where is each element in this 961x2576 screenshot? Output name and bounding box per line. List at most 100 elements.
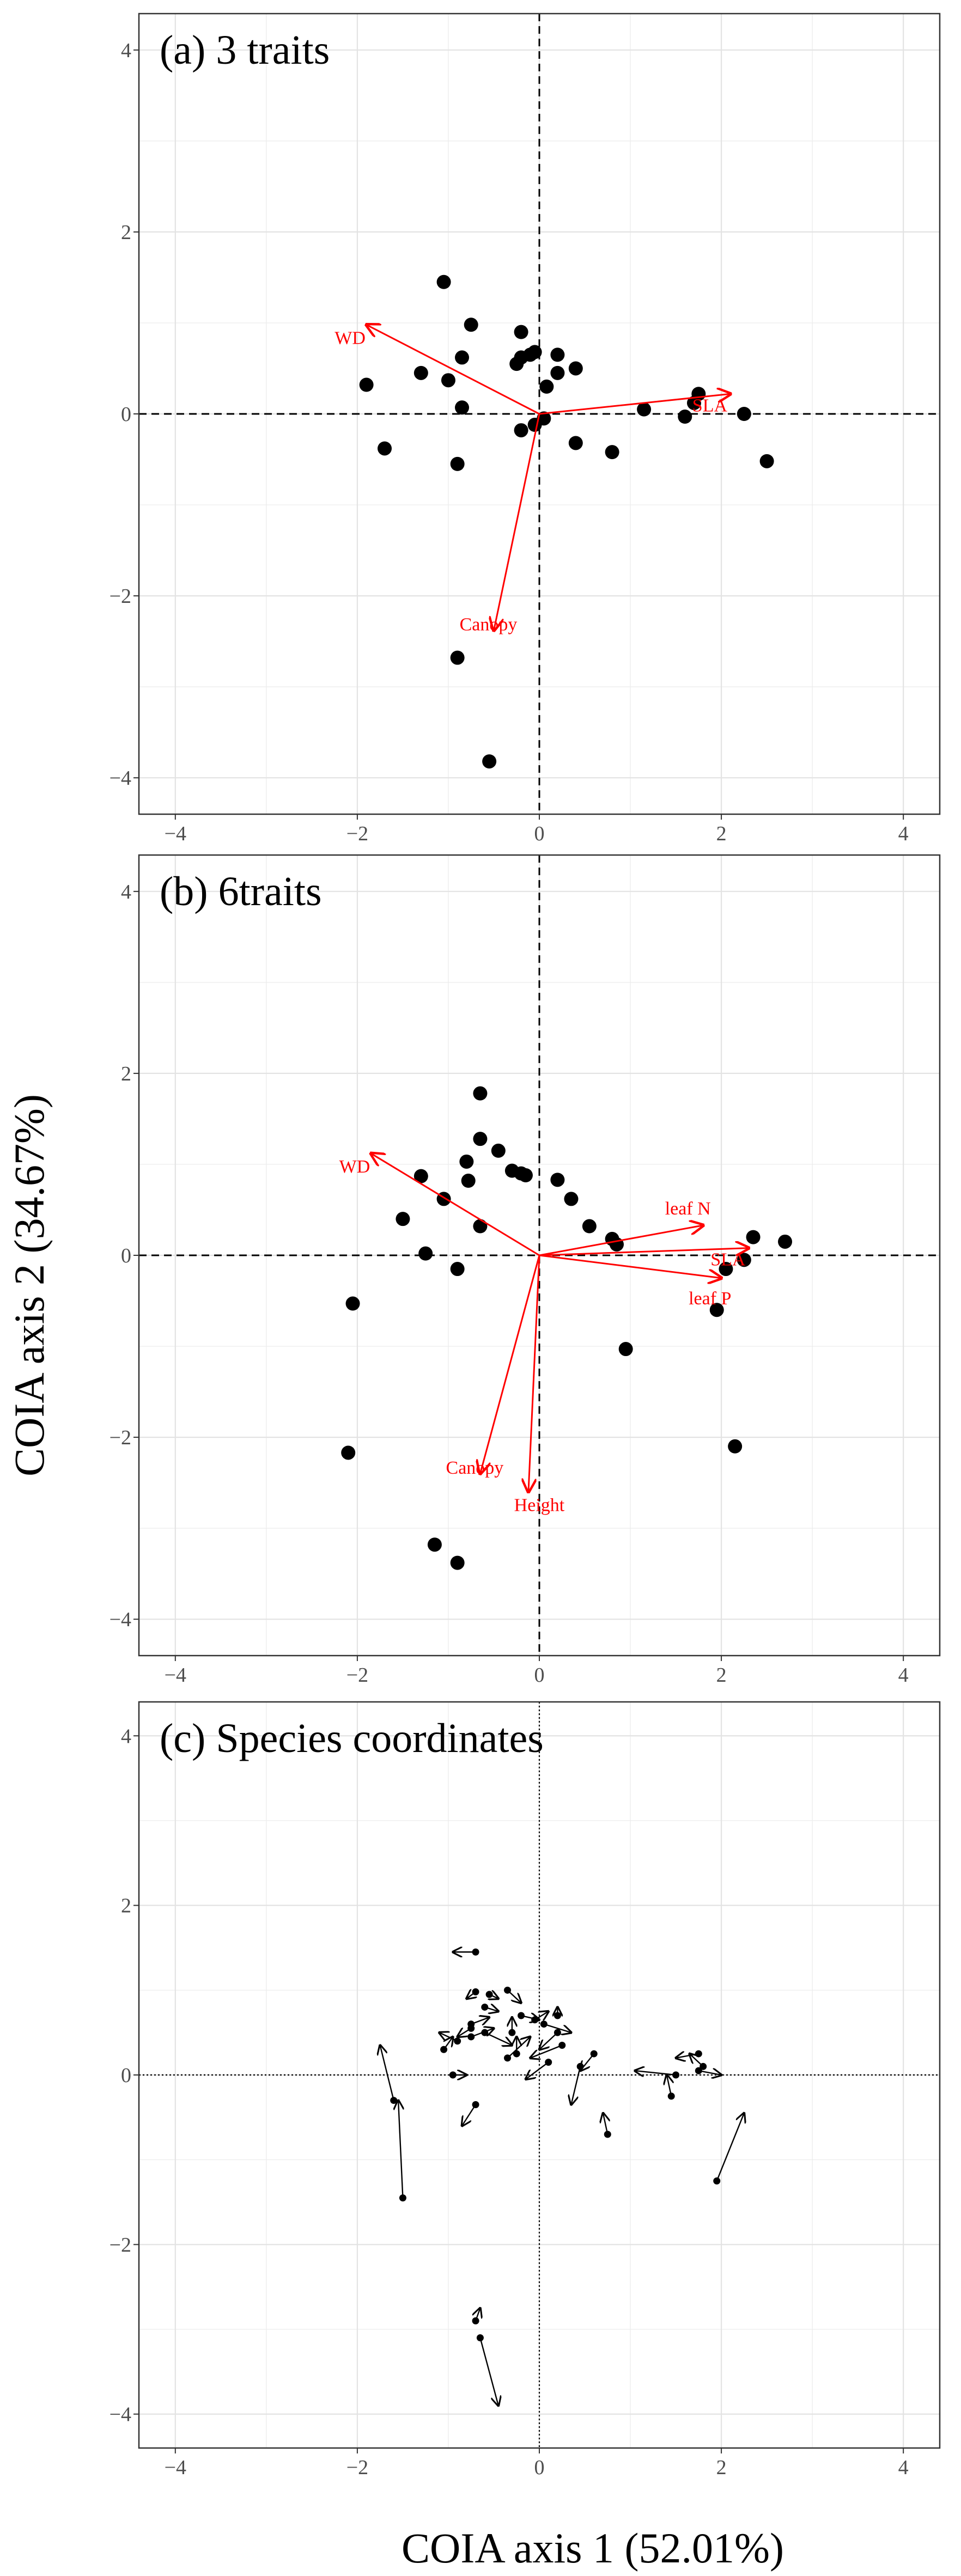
vector-label: Height [514,1495,565,1515]
data-point [450,456,465,471]
x-tick-label: 4 [898,1664,909,1687]
data-point [539,379,554,394]
species-arrow [484,2032,512,2045]
trait-vector [371,1153,540,1256]
y-tick-label: −4 [110,1608,131,1631]
species-arrow [476,2308,480,2321]
data-point [455,400,470,415]
species-arrow [398,2101,403,2198]
species-arrow [534,2011,549,2020]
data-point [461,1174,476,1188]
data-point [482,754,497,769]
panel-title: (a) 3 traits [160,27,330,73]
species-arrow [635,2071,676,2075]
data-point [436,274,451,289]
species-arrow [690,2054,704,2067]
data-point [450,1262,465,1277]
data-point [582,1219,597,1234]
data-point [568,361,583,376]
x-tick-label: 2 [716,822,727,845]
x-tick-label: −4 [165,822,186,845]
y-tick-label: 4 [121,881,131,904]
data-point [441,373,455,388]
x-tick-label: 0 [534,822,545,845]
species-arrow [543,2023,571,2033]
x-tick-label: 2 [716,2456,727,2479]
panel-title: (b) 6traits [160,869,322,914]
species-arrow [507,1989,521,2003]
species-arrow [580,2053,595,2071]
data-point [514,325,528,339]
data-point [378,441,392,456]
species-arrow [479,2337,498,2406]
data-point [459,1154,474,1169]
species-arrow [466,1992,476,1998]
data-point [491,1143,506,1158]
data-point [450,1555,465,1570]
y-tick-label: −4 [110,767,131,790]
data-point [473,1086,488,1101]
species-arrow [380,2046,394,2101]
x-tick-label: −2 [346,2456,368,2479]
species-arrow [539,2032,558,2049]
y-tick-label: 0 [121,2064,131,2087]
panel-title: (c) Species coordinates [160,1716,544,1761]
species-arrow [667,2075,671,2097]
panel-b-6-traits: −4 −2 0 2 4 −4 −2 0 2 4 (b) 6traits WD leaf N SLA leaf… [110,854,941,1687]
x-axis-label: COIA axis 1 (52.01%) [402,2524,784,2572]
y-tick-label: −2 [110,585,131,608]
trait-vector [494,413,540,631]
y-tick-label: 2 [121,1895,131,1918]
y-axis-label: COIA axis 2 (34.67%) [5,1094,53,1476]
data-point [341,1445,356,1460]
trait-vector [480,1255,540,1474]
vector-label: leaf P [689,1289,731,1309]
data-point [746,1230,761,1244]
data-point [527,345,542,359]
data-point [396,1212,410,1226]
data-point [605,445,619,460]
vector-label: Canopy [446,1458,504,1478]
species-arrow [603,2113,607,2135]
y-tick-label: 4 [121,39,131,62]
vector-label: SLA [710,1250,746,1270]
data-point [737,1253,751,1267]
x-tick-label: 4 [898,822,909,845]
species-arrow [676,2054,699,2058]
trait-vector [539,1254,721,1278]
data-point [345,1296,360,1311]
data-point [550,1173,565,1187]
data-point [450,650,465,665]
species-arrow [507,2037,531,2059]
trait-vector [367,325,540,415]
y-tick-label: −2 [110,1426,131,1449]
data-point [537,411,551,426]
x-tick-label: −2 [346,822,368,845]
panel-a-3-traits: −4 −2 0 2 4 −4 −2 0 2 4 (a) 3 traits WD SLA Canopy [110,13,941,845]
data-point [550,347,565,362]
data-point [518,1168,533,1182]
data-point [514,423,528,438]
data-point [455,350,470,365]
data-point [427,1537,442,1552]
y-tick-label: −4 [110,2403,131,2426]
data-point [413,365,428,380]
species-arrow [444,2037,453,2050]
species-arrow [489,1994,498,1999]
data-point [778,1234,793,1249]
trait-vector [539,394,731,415]
x-tick-label: 0 [534,2456,545,2479]
x-tick-label: 4 [898,2456,909,2479]
y-tick-label: 0 [121,403,131,426]
species-arrow [462,2104,477,2126]
data-point [737,407,751,421]
vector-label: Canopy [460,615,518,635]
vector-label: leaf N [665,1199,711,1219]
y-tick-label: 4 [121,1725,131,1748]
y-tick-label: 2 [121,1063,131,1085]
species-arrow [530,2044,563,2058]
data-point [728,1439,743,1454]
species-arrow [716,2113,744,2182]
data-point [550,365,565,380]
panel-c-species-coordinates: −4 −2 0 2 4 −4 −2 0 2 4 (c) Species coordinates [110,1701,941,2479]
